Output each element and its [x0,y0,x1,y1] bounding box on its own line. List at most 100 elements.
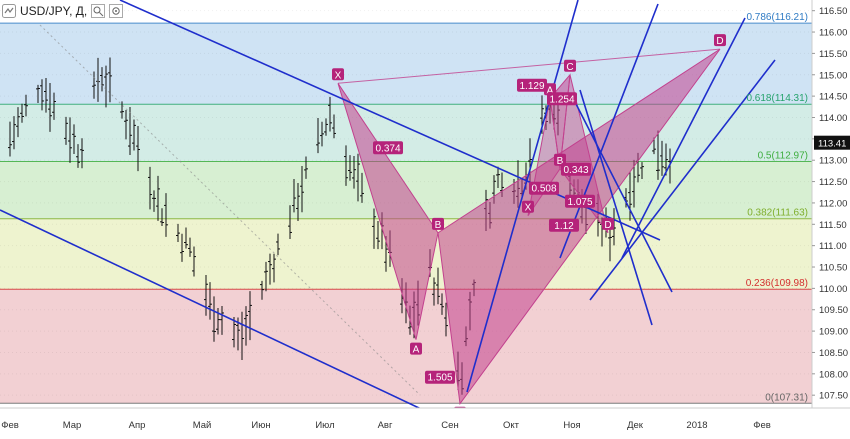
price-bar [120,101,124,119]
price-bar [188,237,192,257]
price-bar [124,110,128,140]
pattern-ratio-label: 1.129 [517,78,547,92]
pattern-point-badge [332,68,344,81]
price-bar [632,159,636,208]
price-scale: 116.50 116.00 115.50 115.00 114.50 114.00 113.… [811,0,850,434]
price-bar [76,144,80,168]
time-tick-label: Июл [315,420,334,431]
price-bar [100,67,104,92]
pattern-point-text: X [525,203,532,214]
trendline-down-1 [573,99,673,293]
trendlines [0,0,776,426]
pattern-point-badge [564,59,576,72]
trendline-up-4 [589,59,776,301]
ratio-badge [565,194,595,208]
time-tick-label: Авг [378,420,393,431]
price-bar [136,126,140,172]
zoom-icon[interactable] [91,4,106,18]
current-price-badge [814,135,850,150]
pattern-point-label: C [564,59,576,73]
settings-icon[interactable] [109,4,124,18]
price-tick-label: 116.00 [819,28,847,39]
pattern-point-text: X [335,70,342,81]
price-bar [356,153,360,202]
price-bar [496,166,500,188]
pattern-point-badge [522,200,534,213]
price-bar [640,162,644,180]
time-tick-label: Мар [63,420,82,431]
price-tick-label: 112.50 [819,177,847,188]
price-tick-label: 111.50 [819,220,847,231]
time-tick-label: Июн [251,420,270,431]
ratio-badge [549,218,579,232]
price-bar [104,65,108,108]
ratio-text: 0.508 [531,184,556,195]
price-bar [128,107,132,155]
pattern-triangle [337,83,439,340]
price-scale-bg [812,0,850,434]
pattern-point-text: A [413,345,420,356]
price-bar [232,317,236,348]
pattern-point-badge [432,217,444,230]
pattern-labels: XABCXABCDD0.3741.5050.5081.1291.2540.343… [332,34,726,420]
pattern-point-label: B [432,217,444,231]
pattern-point-text: C [566,62,573,73]
dotted-diagonal [39,24,421,396]
price-bar [208,282,212,320]
price-bar [176,223,180,243]
price-bar [264,261,268,292]
symbol-title[interactable]: USD/JPY, Д, [20,4,88,18]
price-bar [324,118,328,136]
price-bar [320,121,324,147]
price-bar [332,114,336,139]
price-bar [204,275,208,316]
pattern-point-text: B [435,220,442,231]
ratio-text: 1.129 [519,81,544,92]
fibonacci-labels: 0.786(116.21) 0.618(114.31) 0.5(112.97) 0.3… [746,12,808,403]
time-scale-bg [0,408,850,434]
fib-level-label: 0(107.31) [765,392,808,403]
trendline-down-2 [579,89,653,326]
ratio-badge [561,162,591,176]
price-bar [276,233,280,256]
price-bar [48,83,52,132]
ratio-text: 0.374 [375,143,400,154]
price-tick-label: 109.00 [819,327,848,338]
price-bar [440,293,444,315]
price-bar [360,172,364,203]
price-bar [160,208,164,226]
trendline-up-3 [621,17,746,259]
pattern-ratio-label: 1.12 [549,218,579,232]
pattern-xd-line [337,48,721,84]
price-bar [352,156,356,189]
trendline-lower-channel [0,209,456,426]
price-bar [288,205,292,240]
price-tick-label: 107.50 [819,391,848,402]
price-bar [328,96,332,132]
price-bar [432,277,436,306]
price-bar [20,103,24,123]
price-bar [248,291,252,341]
price-bar [436,267,440,305]
time-tick-label: 2018 [686,420,707,431]
chart-header: USD/JPY, Д, [0,0,124,22]
price-tick-label: 116.50 [819,6,847,17]
price-bar [344,145,348,186]
trendline-steep-up [466,0,579,393]
price-bar [652,137,656,155]
ratio-text: 1.075 [567,197,592,208]
price-bar [272,253,276,283]
chart-settings-icon[interactable] [2,4,16,18]
time-tick-label: Окт [503,420,520,431]
trendline-up-2 [559,3,659,259]
fib-level-label: 0.236(109.98) [746,278,808,289]
price-bar [444,302,448,337]
time-tick-label: Сен [441,420,458,431]
price-bar [376,221,380,250]
price-bar [80,138,84,169]
price-bar [152,190,156,212]
price-bar [108,57,112,103]
price-tick-label: 113.00 [819,156,847,167]
price-bar [316,117,320,154]
